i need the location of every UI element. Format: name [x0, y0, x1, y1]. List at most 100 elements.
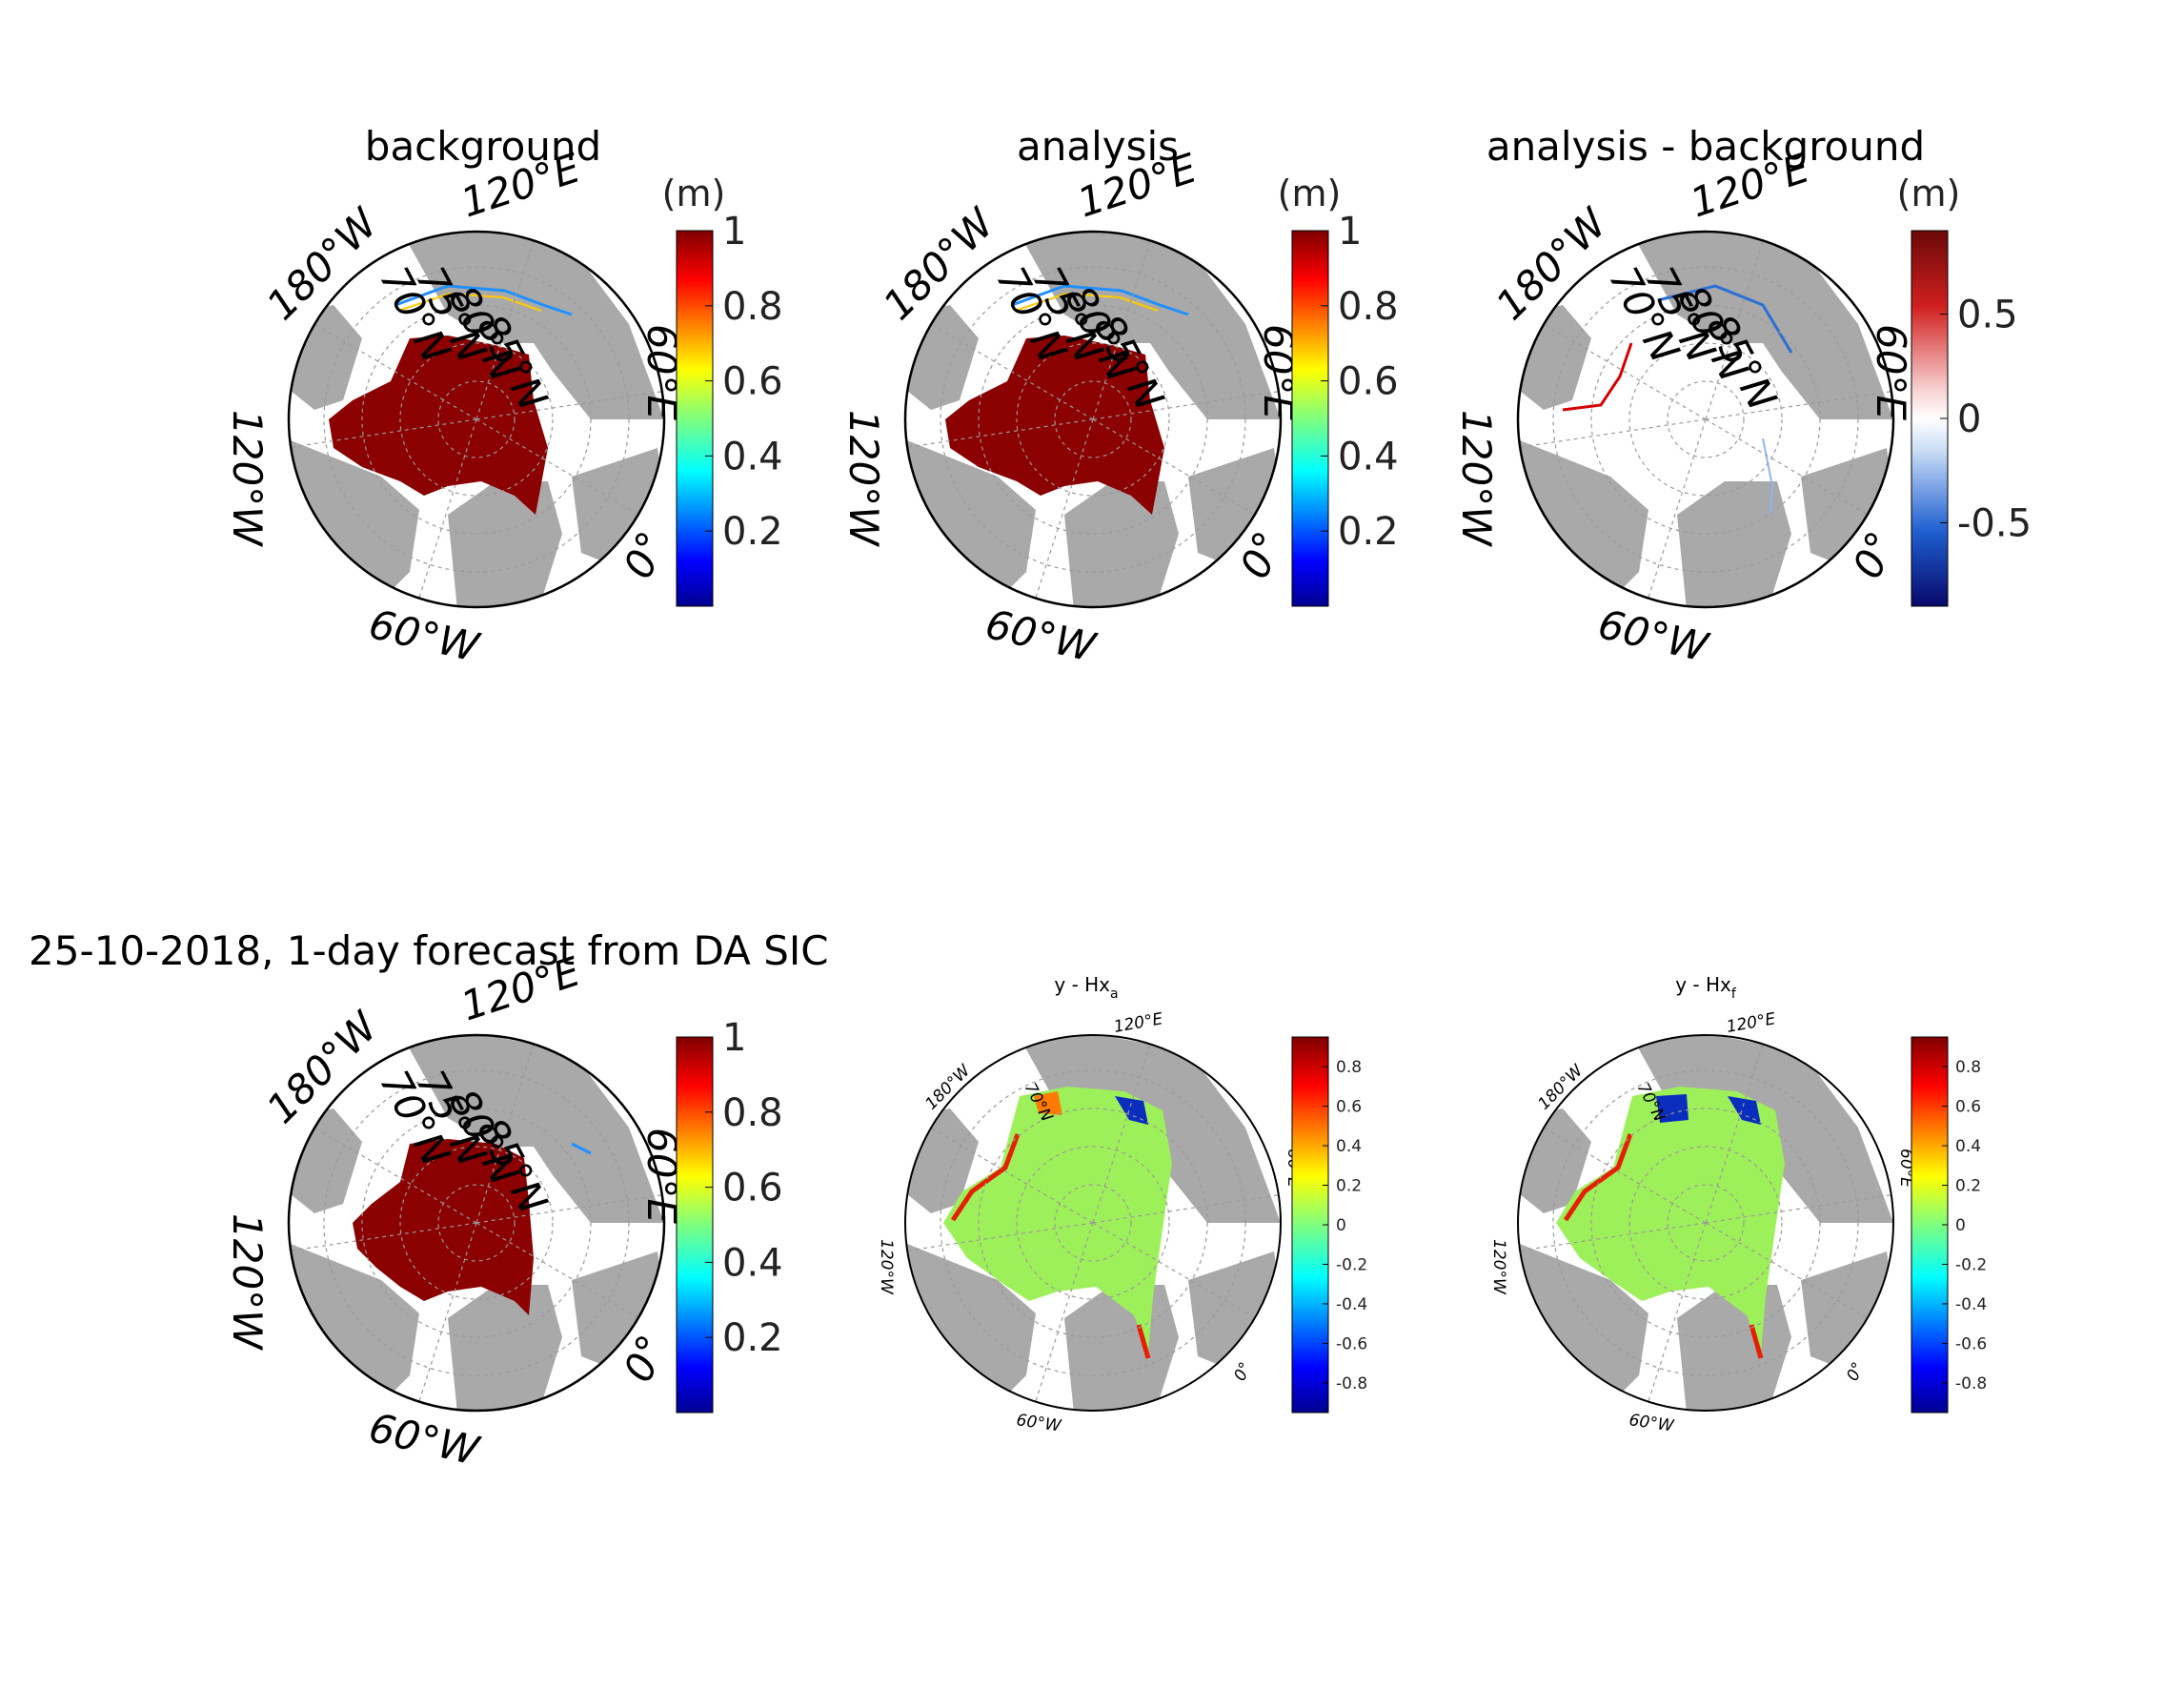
lon-label-60w: 60°W	[981, 600, 1101, 671]
panel-background: background 120°E 180°W 120°W	[224, 123, 783, 671]
colorbar-gradient	[676, 1036, 714, 1413]
innovation-negative	[1656, 1094, 1689, 1123]
colorbar-tick-label: 0.4	[722, 1241, 783, 1285]
ice-edge	[571, 1142, 592, 1155]
land-greenland	[448, 1285, 562, 1411]
colorbar-tick-label: 0.8	[1338, 285, 1399, 329]
colorbar-gradient	[1291, 230, 1329, 607]
lon-label-120w: 120°W	[840, 410, 887, 547]
colorbar-tick-label: 0.4	[1955, 1137, 1981, 1156]
colorbar: 1 0.8 0.6 0.4 0.2	[676, 1016, 783, 1413]
figure-suptitle: 25-10-2018, 1-day forecast from DA SIC	[29, 927, 829, 974]
innovation-negative	[1115, 1096, 1148, 1125]
colorbar-tick-label: 0.8	[1336, 1058, 1362, 1077]
colorbar-tick-label: 0.8	[722, 1091, 783, 1135]
panel-title-main: y - Hx	[1054, 973, 1110, 996]
colorbar-tick-label: 0.2	[1338, 510, 1399, 554]
colorbar-tick-label: 0.2	[722, 510, 783, 554]
colorbar: (m) 0.5 0 -0.5	[1897, 173, 2032, 607]
innovation-positive	[1749, 1324, 1764, 1359]
land-siberia	[400, 232, 664, 419]
land-siberia	[1629, 232, 1893, 419]
land-siberia	[1017, 232, 1281, 419]
colorbar-tick-label: 0.8	[722, 285, 783, 329]
colorbar-tick-label: -0.6	[1336, 1334, 1367, 1353]
map-frame	[287, 230, 666, 609]
colorbar-tick-label: -0.2	[1955, 1255, 1987, 1274]
colorbar-tick-label: 0.6	[1955, 1098, 1981, 1117]
colorbar-tick-label: -0.5	[1957, 501, 2032, 545]
increment-negative	[1657, 284, 1793, 354]
ice-edge	[394, 284, 573, 316]
colorbar-tick-label: 0	[1336, 1216, 1346, 1235]
lon-label-60w: 60°W	[1015, 1411, 1062, 1436]
lon-label-120e: 120°E	[1725, 1009, 1777, 1037]
ice-edge	[1011, 284, 1189, 316]
innovation-negative	[1728, 1096, 1761, 1125]
colorbar-tick-label: 0.4	[1338, 435, 1399, 478]
increment-positive	[1562, 342, 1633, 412]
colorbar-tick-label: 0.6	[1336, 1098, 1362, 1117]
panel-title-subscript: f	[1731, 986, 1737, 1002]
sea-ice	[353, 1139, 534, 1315]
innovation-positive	[1563, 1133, 1633, 1222]
polar-map: 120°E 180°W 120°W 60°W 0° 60°E 70°N 75°N…	[1453, 144, 1914, 671]
panel-title: y - Hxa	[1054, 973, 1118, 1002]
innovation-field	[1556, 1087, 1785, 1353]
colorbar-unit: (m)	[1897, 173, 1961, 214]
colorbar-unit: (m)	[1278, 173, 1342, 214]
polar-map: 120°E 180°W 120°W 60°W 0° 60°E 70°N	[877, 1009, 1303, 1435]
lon-label-0: 0°	[1230, 1359, 1255, 1384]
map-frame	[287, 1033, 666, 1413]
colorbar-tick-label: 0	[1955, 1216, 1966, 1235]
innovation-positive	[950, 1133, 1021, 1222]
land-greenland	[448, 481, 562, 607]
colorbar-tick-label: 0.6	[722, 360, 783, 404]
panel-title: analysis	[1017, 123, 1179, 170]
land-siberia	[400, 1035, 664, 1223]
land-greenland	[1677, 481, 1791, 607]
lon-label-60e: 60°E	[1896, 1149, 1915, 1188]
polar-map: 120°E 180°W 120°W 60°W 0° 60°E 70°N	[1489, 1009, 1915, 1435]
colorbar-tick-label: -0.2	[1336, 1255, 1367, 1274]
lon-label-120e: 120°E	[1112, 1009, 1164, 1037]
colorbar: (m) 1 0.8 0.6 0.4 0.2	[1278, 173, 1399, 607]
panel-title-main: y - Hx	[1675, 973, 1731, 996]
polar-map: 120°E 180°W 120°W 60°W 0° 60°E 70°N 75°N…	[224, 947, 685, 1474]
colorbar-tick-label: 1	[722, 1016, 746, 1060]
panel-title: y - Hxf	[1675, 973, 1737, 1002]
polar-map: 120°E 180°W 120°W 60°W 0° 60°E 70°N 75°N…	[224, 144, 685, 671]
ice-edge	[397, 292, 542, 312]
colorbar-tick-label: 0.2	[1955, 1177, 1981, 1196]
lon-label-120w: 120°W	[1489, 1239, 1508, 1295]
lon-label-120w: 120°W	[1453, 410, 1500, 547]
lon-label-0: 0°	[1843, 1359, 1868, 1384]
innovation-field	[943, 1087, 1172, 1353]
colorbar-tick-label: -0.4	[1336, 1295, 1367, 1314]
colorbar-tick-label: -0.8	[1336, 1374, 1367, 1393]
colorbar-tick-label: 0.2	[1336, 1177, 1362, 1196]
panel-forecast: 120°E 180°W 120°W 60°W 0° 60°E 70°N 75°N…	[224, 947, 783, 1474]
panel-analysis: analysis 120°E 180°W 120°W	[840, 123, 1399, 671]
panel-title: analysis - background	[1486, 123, 1925, 170]
innovation-positive	[1136, 1324, 1151, 1359]
colorbar-tick-label: -0.8	[1955, 1374, 1987, 1393]
lon-label-60w: 60°W	[1628, 1411, 1675, 1436]
colorbar-tick-label: 0.8	[1955, 1058, 1981, 1077]
colorbar-tick-label: 0.5	[1957, 294, 2018, 337]
panel-increment: analysis - background 120°E 180°W	[1453, 123, 2032, 671]
colorbar: 0.8 0.6 0.4 0.2 0 -0.2 -0.4 -0.6 -0.8	[1291, 1036, 1367, 1413]
polar-map: 120°E 180°W 120°W 60°W 0° 60°E 70°N 75°N…	[840, 144, 1302, 671]
colorbar-tick-label: 0.6	[722, 1167, 783, 1210]
colorbar-unit: (m)	[662, 173, 726, 214]
colorbar-tick-label: -0.4	[1955, 1295, 1987, 1314]
map-frame	[1516, 230, 1895, 609]
colorbar-tick-label: 1	[722, 210, 746, 254]
colorbar-tick-label: 0.4	[1336, 1137, 1362, 1156]
map-frame	[1517, 1034, 1894, 1412]
colorbar-tick-label: 0.6	[1338, 360, 1399, 404]
lon-label-120w: 120°W	[877, 1239, 896, 1295]
colorbar-gradient	[676, 230, 714, 607]
panel-innovation-forecast: y - Hxf 120°E 180	[1489, 973, 1987, 1436]
